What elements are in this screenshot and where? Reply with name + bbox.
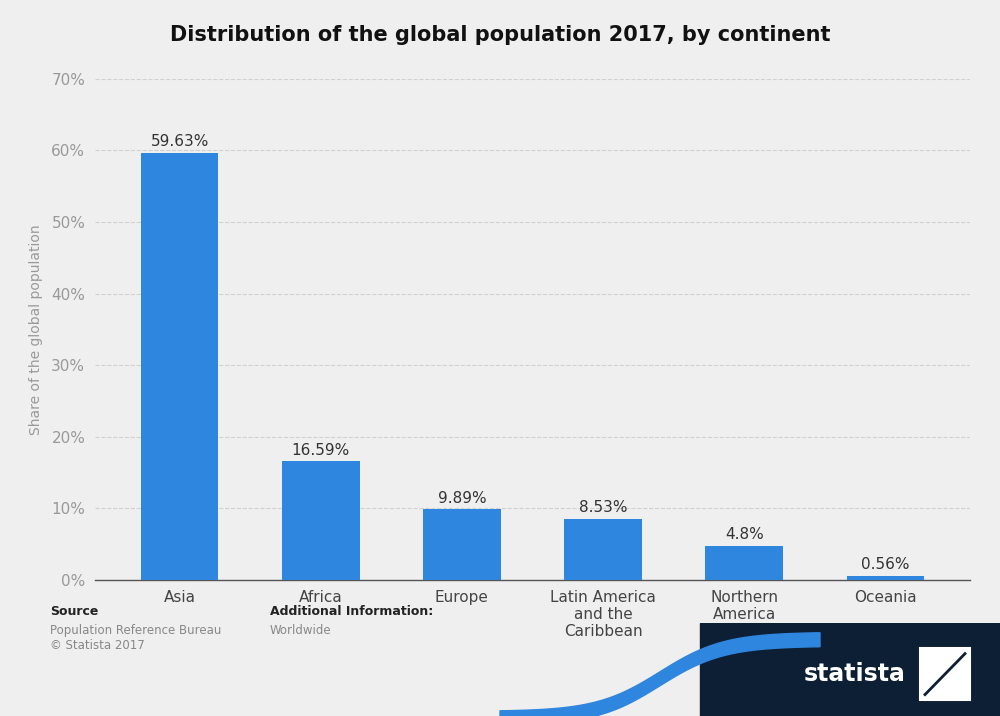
FancyBboxPatch shape — [920, 648, 970, 700]
Text: 0.56%: 0.56% — [861, 557, 910, 572]
Text: 59.63%: 59.63% — [150, 135, 209, 150]
Text: 9.89%: 9.89% — [438, 490, 486, 505]
Bar — [705, 546, 783, 580]
Text: Distribution of the global population 2017, by continent: Distribution of the global population 20… — [170, 25, 830, 45]
Text: Worldwide: Worldwide — [270, 624, 332, 637]
Text: Additional Information:: Additional Information: — [270, 605, 433, 618]
Bar — [700, 623, 1000, 716]
Text: 16.59%: 16.59% — [292, 442, 350, 458]
Text: Source: Source — [50, 605, 98, 618]
Bar — [423, 509, 501, 580]
Bar — [847, 576, 924, 580]
Polygon shape — [500, 633, 820, 716]
Text: Population Reference Bureau
© Statista 2017: Population Reference Bureau © Statista 2… — [50, 624, 221, 652]
Text: statista: statista — [804, 662, 906, 686]
Text: 4.8%: 4.8% — [725, 527, 764, 542]
Bar — [282, 461, 360, 580]
Y-axis label: Share of the global population: Share of the global population — [29, 224, 43, 435]
Bar — [564, 519, 642, 580]
Bar — [141, 153, 218, 580]
Text: 8.53%: 8.53% — [579, 500, 627, 516]
